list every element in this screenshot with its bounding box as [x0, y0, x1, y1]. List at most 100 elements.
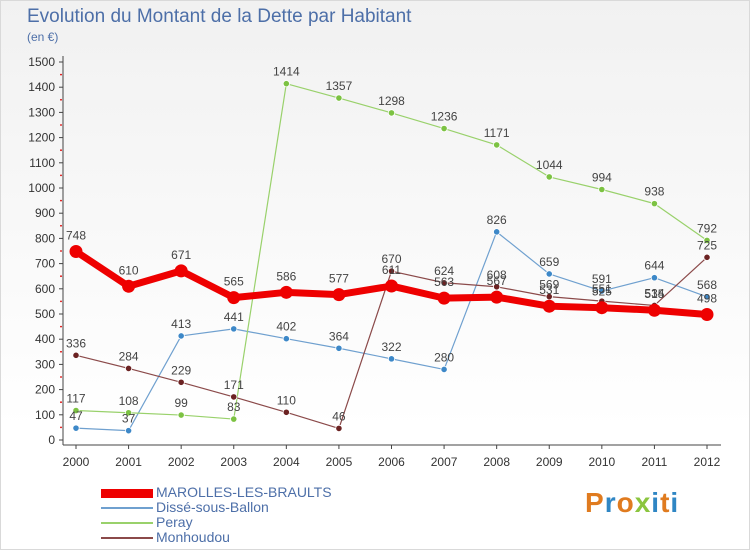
data-label: 644	[644, 259, 664, 273]
data-point	[598, 287, 606, 295]
data-point	[703, 236, 711, 245]
data-label: 938	[644, 185, 664, 199]
data-label: 569	[539, 278, 559, 292]
y-tick-label: 1500	[28, 55, 55, 69]
data-label: 608	[487, 268, 507, 282]
data-label: 670	[381, 252, 401, 266]
y-tick-label: 600	[35, 282, 55, 296]
data-point	[174, 264, 188, 278]
data-point	[332, 288, 346, 302]
data-label: 229	[171, 363, 191, 377]
y-minor-dot	[60, 300, 62, 303]
data-label: 1236	[431, 110, 458, 124]
data-label: 336	[66, 336, 86, 350]
y-tick-label: 1400	[28, 80, 55, 94]
data-point	[647, 303, 661, 317]
logo-letter: t	[660, 487, 671, 518]
y-tick-label: 100	[35, 408, 55, 422]
proxiti-logo: Proxiti	[585, 487, 679, 519]
data-point	[177, 378, 185, 386]
y-minor-dot	[60, 124, 62, 126]
y-tick-label: 800	[35, 231, 55, 245]
y-minor-dot	[60, 426, 62, 429]
data-point	[230, 325, 238, 333]
x-tick-label: 2009	[536, 455, 563, 469]
logo-letter: o	[616, 487, 635, 518]
axes: 0 100 200 300 400 500 600 700 800 900 1000 1100 1200…	[28, 55, 721, 469]
logo-letter: r	[604, 487, 617, 518]
x-tick-label: 2008	[483, 455, 510, 469]
data-label: 280	[434, 350, 454, 364]
data-label: 659	[539, 255, 559, 269]
data-label: 586	[276, 269, 296, 283]
data-point	[72, 351, 80, 359]
data-label: 1357	[326, 79, 353, 93]
x-tick-label: 2004	[273, 455, 300, 469]
data-label: 624	[434, 264, 454, 278]
y-tick-label: 400	[35, 332, 55, 346]
data-label: 611	[382, 263, 401, 277]
data-label: 37	[122, 412, 136, 426]
data-point	[650, 274, 659, 282]
y-tick-label: 200	[35, 383, 55, 397]
y-minor-dot	[60, 350, 62, 353]
chart-subtitle: (en €)	[27, 30, 59, 44]
data-label: 671	[171, 248, 191, 262]
data-point	[124, 364, 133, 373]
data-label: 591	[592, 272, 612, 286]
data-label: 725	[697, 238, 717, 252]
data-label: 748	[66, 229, 86, 243]
data-label: 551	[592, 282, 612, 296]
data-label: 171	[224, 378, 244, 392]
data-point	[282, 80, 290, 88]
y-tick-label: 700	[35, 257, 55, 271]
data-point	[279, 285, 293, 299]
data-label: 525	[592, 285, 612, 299]
y-minor-dot	[60, 174, 62, 177]
data-point	[598, 185, 606, 194]
data-label: 792	[697, 221, 717, 235]
x-tick-label: 2005	[326, 455, 353, 469]
data-label: 577	[329, 272, 349, 286]
y-tick-label: 500	[35, 307, 55, 321]
x-tick-label: 2006	[378, 455, 405, 469]
x-tick-label: 2000	[63, 455, 90, 469]
legend-label: Peray	[156, 514, 193, 530]
data-label: 441	[224, 310, 244, 324]
x-tick-label: 2011	[642, 455, 668, 469]
x-tick-label: 2002	[168, 455, 195, 469]
y-minor-dot	[60, 224, 62, 227]
x-tick-label: 2001	[115, 455, 142, 469]
data-labels-layer: 47 37 413 441 402 364 322 280 826 659 591 644 568 117…	[66, 65, 717, 426]
data-label: 413	[171, 317, 191, 331]
data-label: 610	[119, 263, 139, 277]
data-label: 99	[174, 396, 188, 410]
data-point	[124, 427, 133, 435]
data-point	[385, 279, 398, 293]
legend-swatch	[101, 537, 153, 539]
legend-swatch	[101, 507, 153, 509]
x-tick-label: 2012	[694, 455, 721, 469]
data-point	[493, 141, 501, 149]
y-tick-label: 300	[35, 357, 55, 371]
data-label: 46	[332, 409, 346, 423]
data-label: 322	[381, 340, 401, 354]
data-point	[335, 344, 343, 352]
y-tick-label: 1200	[28, 131, 55, 145]
data-point	[72, 406, 80, 415]
chart-title: Evolution du Montant de la Dette par Hab…	[27, 6, 412, 27]
data-point	[282, 335, 290, 343]
data-label: 498	[697, 292, 717, 306]
x-tick-label: 2003	[220, 455, 247, 469]
data-point	[440, 279, 448, 287]
data-point	[335, 424, 343, 433]
data-label: 364	[329, 329, 349, 343]
data-point	[440, 124, 448, 133]
legend-label: Dissé-sous-Ballon	[156, 499, 269, 515]
data-point	[437, 291, 451, 305]
series-layer	[69, 80, 714, 435]
data-point	[542, 299, 556, 313]
data-point	[703, 293, 711, 301]
data-point	[387, 267, 396, 275]
